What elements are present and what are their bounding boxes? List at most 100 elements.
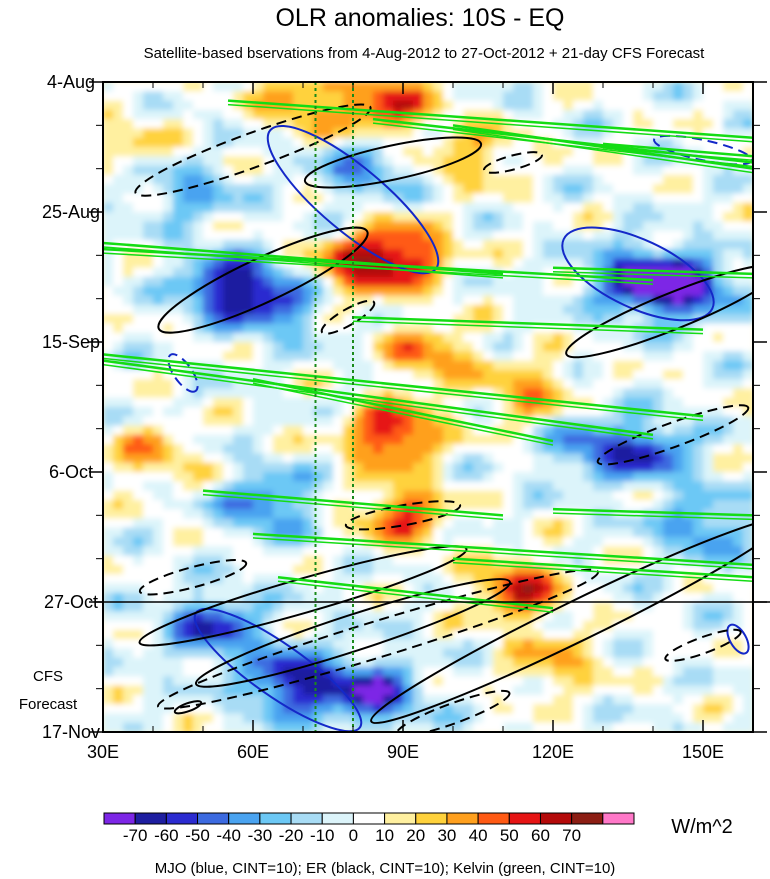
anomaly-cell [293,82,304,92]
anomaly-cell [293,546,304,557]
anomaly-cell [543,444,554,454]
anomaly-cell [223,369,234,380]
anomaly-cell [183,546,194,557]
anomaly-cell [363,360,374,371]
anomaly-cell [473,221,484,232]
anomaly-cell [343,323,354,334]
anomaly-cell [103,174,114,185]
anomaly-cell [603,704,614,714]
anomaly-cell [663,499,674,510]
anomaly-cell [173,509,184,519]
anomaly-cell [493,351,504,362]
anomaly-cell [353,249,364,259]
anomaly-cell [553,657,564,668]
anomaly-cell [253,221,264,232]
anomaly-cell [443,527,454,538]
anomaly-cell [263,230,274,241]
anomaly-cell [573,481,584,492]
anomaly-cell [253,527,264,538]
anomaly-cell [213,369,224,380]
anomaly-cell [323,109,334,120]
anomaly-cell [103,295,114,306]
anomaly-cell [553,277,564,287]
anomaly-cell [453,527,464,538]
anomaly-cell [733,407,744,417]
anomaly-cell [463,537,474,547]
anomaly-cell [283,128,294,139]
anomaly-cell [353,267,364,278]
anomaly-cell [293,509,304,519]
anomaly-cell [453,109,464,120]
anomaly-cell [523,304,534,315]
anomaly-cell [513,574,524,584]
anomaly-cell [183,304,194,315]
anomaly-cell [293,249,304,259]
anomaly-cell [563,490,574,501]
anomaly-cell [133,230,144,241]
anomaly-cell [683,639,694,649]
anomaly-cell [203,100,214,111]
anomaly-cell [283,629,294,640]
anomaly-cell [143,267,154,278]
anomaly-cell [473,481,484,492]
anomaly-cell [473,667,484,677]
anomaly-cell [153,425,164,436]
anomaly-cell [583,462,594,473]
anomaly-cell [353,202,364,213]
anomaly-cell [193,574,204,584]
anomaly-cell [413,472,424,482]
anomaly-cell [303,360,314,371]
anomaly-cell [353,286,364,297]
anomaly-cell [703,332,714,343]
anomaly-cell [283,230,294,241]
anomaly-cell [103,379,114,389]
anomaly-cell [513,704,524,714]
anomaly-cell [623,277,634,287]
anomaly-cell [723,425,734,436]
anomaly-cell [573,694,584,705]
anomaly-cell [253,499,264,510]
anomaly-cell [273,332,284,343]
colorbar-swatch [477,812,510,825]
anomaly-cell [733,574,744,584]
anomaly-cell [143,583,154,594]
er-contour [664,628,742,662]
anomaly-cell [313,100,324,111]
anomaly-cell [373,360,384,371]
anomaly-cell [333,667,344,677]
anomaly-cell [583,537,594,547]
anomaly-cell [603,156,614,167]
anomaly-cell [263,481,274,492]
anomaly-cell [233,574,244,584]
anomaly-cell [513,212,524,222]
anomaly-cell [603,82,614,92]
anomaly-cell [223,202,234,213]
mjo-contour [726,623,750,655]
anomaly-cell [533,388,544,399]
anomaly-cell [263,91,274,102]
anomaly-cell [253,713,264,724]
anomaly-cell [403,277,414,287]
anomaly-cell [353,416,364,427]
anomaly-cell [533,109,544,120]
anomaly-cell [213,388,224,399]
anomaly-cell [543,174,554,185]
anomaly-cell [243,91,254,102]
anomaly-cell [363,713,374,724]
anomaly-cell [673,685,684,696]
anomaly-cell [473,676,484,687]
anomaly-cell [143,258,154,269]
anomaly-cell [433,583,444,594]
anomaly-cell [403,128,414,139]
anomaly-cell [363,286,374,297]
anomaly-cell [473,416,484,427]
anomaly-cell [623,490,634,501]
anomaly-cell [563,648,574,659]
anomaly-cell [713,434,724,445]
anomaly-cell [723,128,734,139]
anomaly-cell [483,685,494,696]
anomaly-cell [673,295,684,306]
anomaly-cell [453,490,464,501]
kelvin-contour [277,575,554,610]
anomaly-cell [333,147,344,157]
